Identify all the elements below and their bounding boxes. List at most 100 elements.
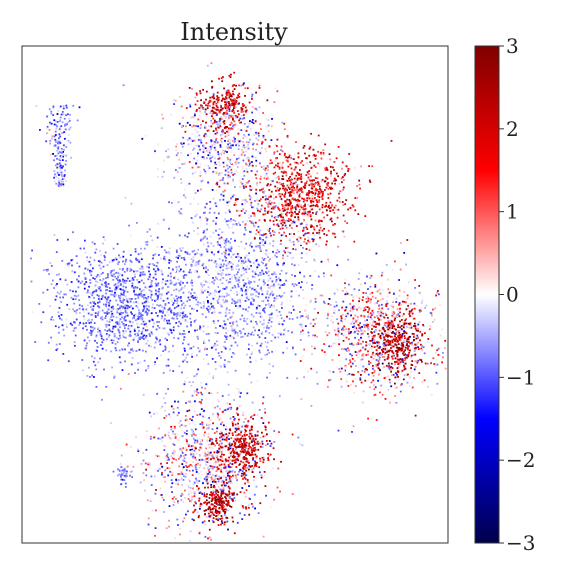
scatter-point bbox=[264, 240, 267, 243]
scatter-point bbox=[85, 347, 87, 350]
scatter-point bbox=[258, 244, 261, 247]
scatter-point bbox=[376, 342, 379, 345]
scatter-point bbox=[352, 326, 354, 328]
scatter-point bbox=[94, 284, 97, 287]
scatter-point bbox=[272, 220, 275, 223]
scatter-point bbox=[206, 307, 208, 310]
scatter-point bbox=[140, 290, 143, 293]
scatter-point bbox=[73, 321, 75, 324]
scatter-point bbox=[290, 214, 293, 216]
scatter-point bbox=[104, 323, 107, 326]
scatter-point bbox=[403, 374, 406, 377]
scatter-point bbox=[304, 210, 307, 213]
scatter-point bbox=[368, 352, 371, 355]
scatter-point bbox=[247, 332, 250, 335]
scatter-point bbox=[400, 371, 403, 373]
scatter-point bbox=[84, 277, 87, 279]
scatter-point bbox=[137, 253, 140, 256]
scatter-point bbox=[309, 275, 312, 277]
scatter-point bbox=[362, 353, 365, 356]
scatter-point bbox=[164, 337, 167, 340]
scatter-point bbox=[265, 264, 267, 266]
scatter-point bbox=[280, 215, 283, 218]
scatter-point bbox=[92, 277, 95, 279]
scatter-point bbox=[444, 367, 447, 370]
scatter-point bbox=[117, 282, 119, 285]
scatter-point bbox=[160, 257, 162, 260]
scatter-point bbox=[194, 271, 197, 273]
scatter-point bbox=[283, 262, 285, 265]
scatter-point bbox=[316, 225, 318, 227]
scatter-point bbox=[212, 101, 215, 104]
scatter-point bbox=[96, 294, 99, 296]
scatter-point bbox=[124, 304, 127, 307]
scatter-point bbox=[42, 269, 45, 271]
scatter-point bbox=[146, 240, 149, 243]
scatter-point bbox=[227, 176, 230, 179]
scatter-point bbox=[262, 196, 264, 199]
scatter-point bbox=[105, 283, 108, 286]
scatter-point bbox=[134, 313, 137, 316]
scatter-point bbox=[140, 332, 143, 335]
scatter-point bbox=[219, 164, 221, 167]
scatter-point bbox=[226, 101, 229, 104]
scatter-point bbox=[320, 180, 323, 183]
scatter-point bbox=[312, 154, 314, 157]
scatter-point bbox=[67, 134, 70, 136]
scatter-point bbox=[231, 100, 234, 103]
scatter-point bbox=[222, 149, 225, 152]
scatter-point bbox=[168, 308, 170, 311]
scatter-point bbox=[225, 99, 228, 102]
scatter-point bbox=[60, 148, 63, 150]
scatter-point bbox=[78, 307, 81, 310]
scatter-point bbox=[251, 105, 254, 108]
scatter-point bbox=[423, 379, 426, 382]
scatter-point bbox=[132, 317, 134, 320]
scatter-point bbox=[392, 313, 395, 316]
scatter-point bbox=[324, 167, 326, 170]
scatter-point bbox=[290, 157, 292, 159]
scatter-point bbox=[234, 141, 237, 144]
scatter-point bbox=[378, 323, 381, 326]
scatter-point bbox=[199, 90, 201, 92]
scatter-point bbox=[56, 113, 59, 115]
scatter-point bbox=[273, 297, 276, 300]
scatter-point bbox=[340, 317, 343, 320]
scatter-point bbox=[176, 260, 178, 263]
scatter-point bbox=[300, 189, 303, 191]
scatter-point bbox=[317, 134, 320, 137]
scatter-point bbox=[83, 283, 86, 285]
scatter-point bbox=[196, 227, 199, 229]
scatter-point bbox=[88, 366, 90, 369]
scatter-point bbox=[215, 121, 218, 123]
scatter-point bbox=[271, 162, 273, 164]
scatter-point bbox=[94, 251, 97, 254]
scatter-point bbox=[287, 330, 290, 332]
scatter-point bbox=[197, 189, 199, 192]
scatter-point bbox=[157, 324, 159, 327]
scatter-point bbox=[302, 146, 305, 149]
scatter-point bbox=[357, 213, 360, 215]
scatter-point bbox=[402, 361, 404, 364]
scatter-point bbox=[241, 108, 244, 110]
scatter-point bbox=[319, 351, 322, 354]
scatter-point bbox=[362, 331, 365, 334]
scatter-point bbox=[213, 100, 216, 103]
scatter-point bbox=[165, 392, 167, 395]
scatter-point bbox=[307, 370, 309, 373]
scatter-point bbox=[224, 248, 227, 251]
scatter-point bbox=[399, 307, 401, 310]
scatter-point bbox=[140, 252, 142, 255]
scatter-point bbox=[385, 356, 388, 359]
scatter-point bbox=[123, 281, 125, 284]
scatter-point bbox=[294, 161, 297, 164]
scatter-point bbox=[273, 170, 275, 173]
scatter-point bbox=[344, 278, 347, 281]
scatter-point bbox=[179, 321, 182, 324]
scatter-point bbox=[238, 245, 240, 248]
scatter-point bbox=[235, 105, 238, 108]
scatter-point bbox=[115, 258, 118, 261]
scatter-point bbox=[271, 350, 273, 353]
scatter-point bbox=[320, 151, 322, 154]
scatter-point bbox=[294, 275, 296, 277]
